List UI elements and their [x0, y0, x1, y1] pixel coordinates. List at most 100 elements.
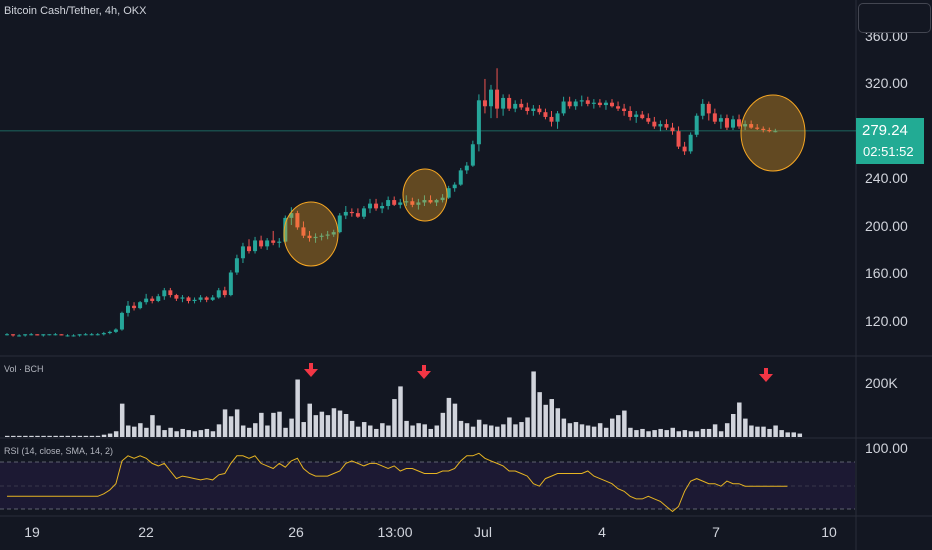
- volume-bar: [549, 399, 554, 437]
- candle-body: [543, 112, 548, 117]
- x-tick: 19: [24, 524, 40, 540]
- last-price-tag: 279.24 02:51:52: [856, 118, 924, 164]
- volume-y-tick: 200K: [865, 375, 898, 391]
- volume-bar: [737, 402, 742, 437]
- volume-bar: [452, 403, 458, 437]
- volume-bar: [464, 423, 470, 437]
- candle: [144, 293, 149, 305]
- candle: [537, 105, 542, 115]
- candle-body: [640, 114, 645, 119]
- bar-countdown: 02:51:52: [863, 144, 914, 159]
- candle-body: [531, 108, 536, 111]
- volume-bar: [797, 433, 803, 437]
- volume-bar: [35, 435, 40, 437]
- y-tick: 200.00: [865, 218, 908, 234]
- candle: [549, 111, 554, 127]
- candle-body: [240, 246, 245, 259]
- volume-bar: [71, 435, 77, 437]
- candle: [440, 194, 445, 203]
- volume-bar: [470, 426, 476, 437]
- candle-body: [773, 131, 778, 133]
- volume-bar: [186, 430, 191, 437]
- volume-bar: [168, 427, 173, 437]
- volume-bar: [234, 409, 240, 437]
- candle-body: [724, 118, 729, 128]
- candle: [652, 116, 657, 129]
- candle-body: [5, 334, 9, 336]
- candle-body: [549, 116, 554, 122]
- candle: [410, 197, 415, 208]
- toolbar-box[interactable]: [858, 3, 931, 33]
- candle: [374, 198, 379, 211]
- candle: [392, 196, 397, 206]
- volume-bar: [180, 428, 185, 437]
- candle: [561, 96, 566, 116]
- volume-bar: [561, 418, 567, 437]
- candle: [89, 333, 94, 336]
- volume-bar: [162, 430, 167, 437]
- volume-bar: [198, 430, 204, 437]
- arrow-2: [417, 365, 431, 379]
- volume-bar: [507, 417, 512, 437]
- volume-bar: [791, 432, 796, 437]
- candle-body: [343, 211, 348, 216]
- candle: [11, 334, 16, 337]
- last-price-value: 279.24: [862, 122, 908, 139]
- candle: [743, 120, 748, 130]
- volume-bar: [706, 428, 712, 437]
- candle-body: [676, 131, 681, 147]
- volume-bar: [41, 435, 46, 437]
- y-tick: 120.00: [865, 313, 908, 329]
- candle: [507, 94, 512, 111]
- candle: [622, 103, 627, 116]
- candle: [646, 113, 651, 125]
- time-axis[interactable]: 19 22 26 13:00 Jul 4 7 10: [24, 524, 837, 540]
- volume-bar: [664, 430, 669, 437]
- volume-bar: [634, 430, 639, 437]
- volume-bar: [428, 428, 433, 437]
- candle: [150, 296, 155, 304]
- volume-bar: [17, 435, 22, 437]
- candle-body: [482, 100, 487, 107]
- candle: [325, 230, 330, 240]
- candle-body: [380, 206, 385, 209]
- candle: [240, 242, 245, 263]
- x-tick: 4: [598, 524, 606, 540]
- candle: [343, 206, 348, 220]
- candle: [295, 210, 300, 230]
- candle: [307, 230, 312, 242]
- candle-body: [404, 201, 409, 203]
- volume-bar: [107, 433, 113, 437]
- volume-bar: [95, 435, 101, 437]
- volume-bar: [101, 434, 107, 437]
- candle-body: [501, 97, 506, 109]
- volume-layer: [5, 371, 803, 437]
- volume-bar: [434, 425, 440, 437]
- volume-bar: [138, 423, 143, 437]
- volume-bar: [65, 435, 70, 437]
- candle-body: [126, 305, 130, 313]
- volume-bar: [349, 420, 355, 437]
- candle: [700, 99, 705, 120]
- candle-body: [476, 100, 481, 145]
- candle-body: [622, 108, 627, 111]
- candle: [289, 207, 294, 225]
- candle-body: [489, 89, 493, 107]
- volume-bar: [374, 428, 379, 437]
- candle: [5, 333, 9, 336]
- candle: [470, 140, 475, 167]
- candle-body: [132, 305, 137, 309]
- candle-body: [694, 115, 699, 135]
- volume-bar: [531, 371, 536, 437]
- volume-bar: [658, 428, 663, 437]
- candle: [761, 126, 766, 133]
- candle-body: [35, 334, 40, 336]
- volume-bar: [640, 428, 645, 437]
- price-axis[interactable]: 360.00 320.00 240.00 200.00 160.00 120.0…: [865, 28, 908, 456]
- candle: [259, 235, 264, 249]
- candle-body: [101, 333, 106, 335]
- candle-body: [591, 102, 596, 104]
- candle-body: [434, 200, 439, 203]
- candle-body: [634, 114, 639, 117]
